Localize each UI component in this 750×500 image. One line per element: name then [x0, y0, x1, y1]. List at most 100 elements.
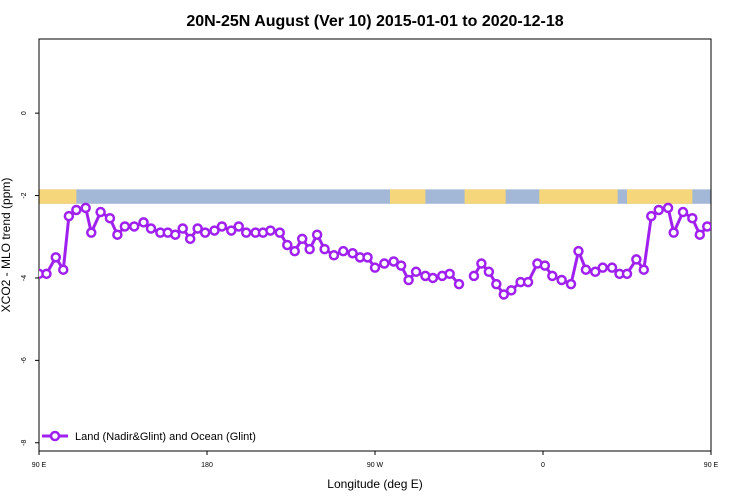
y-tick-label: -8	[21, 440, 28, 446]
data-point	[226, 225, 237, 236]
data-point	[580, 264, 592, 275]
data-point	[379, 258, 390, 269]
data-point	[453, 278, 465, 290]
x-tick-label: 0	[541, 462, 545, 469]
map-band	[39, 189, 711, 204]
data-point	[289, 245, 300, 257]
data-point	[565, 278, 577, 290]
data-point	[95, 206, 106, 218]
plot-frame	[38, 38, 712, 452]
data-point	[556, 274, 567, 286]
data-point	[240, 227, 252, 238]
data-point	[722, 218, 730, 226]
data-point	[444, 268, 455, 280]
data-point	[687, 212, 698, 224]
data-point	[388, 256, 399, 267]
map-land	[389, 189, 426, 204]
map-land	[464, 189, 506, 204]
data-point	[662, 202, 674, 214]
y-tick-label: -2	[21, 192, 28, 198]
legend-label: Land (Nadir&Glint) and Ocean (Glint)	[75, 431, 256, 443]
x-tick-label: 90 W	[367, 462, 384, 469]
chart-title: 20N-25N August (Ver 10) 2015-01-01 to 20…	[186, 13, 563, 30]
data-point	[677, 206, 689, 218]
data-point	[739, 229, 747, 237]
data-point	[112, 229, 123, 240]
data-point	[427, 272, 439, 284]
data-point	[199, 227, 211, 238]
data-point	[395, 260, 407, 271]
legend: Land (Nadir&Glint) and Ocean (Glint)	[42, 430, 256, 443]
data-point	[597, 262, 608, 273]
data-point	[274, 227, 286, 238]
map-land	[539, 189, 618, 204]
data-point	[539, 260, 551, 271]
data-point	[282, 239, 293, 251]
data-point	[58, 264, 69, 275]
series-layer	[39, 202, 750, 300]
data-point	[265, 225, 276, 236]
data-point	[498, 289, 510, 300]
y-axis-label: XCO2 - MLO trend (ppm)	[0, 178, 13, 313]
data-point	[491, 278, 502, 290]
data-point	[410, 266, 422, 278]
x-axis-label: Longitude (deg E)	[327, 477, 422, 491]
data-point	[547, 270, 558, 282]
data-point	[646, 210, 657, 222]
data-point	[311, 229, 323, 240]
data-point	[145, 223, 157, 234]
data-point	[729, 225, 737, 233]
data-point	[192, 223, 203, 234]
data-point	[573, 245, 584, 257]
data-point	[138, 217, 149, 228]
data-point	[119, 221, 131, 232]
data-point	[590, 266, 601, 278]
y-axis: 0 -2 -4 -6 -8	[21, 111, 39, 446]
data-point	[668, 227, 679, 238]
y-tick-label: -4	[21, 275, 28, 281]
data-point	[104, 212, 116, 224]
data-point	[483, 266, 495, 278]
data-point	[476, 258, 487, 269]
data-point	[362, 252, 373, 263]
data-point	[621, 268, 633, 280]
data-point	[86, 227, 97, 238]
data-point	[304, 243, 315, 255]
data-point	[296, 233, 308, 245]
data-point	[746, 229, 750, 237]
data-point	[522, 276, 534, 288]
data-point	[216, 221, 228, 232]
data-point	[41, 268, 52, 280]
data-point	[170, 229, 181, 240]
data-point	[506, 285, 517, 296]
data-point	[80, 202, 91, 214]
data-point	[338, 245, 349, 257]
x-tick-label: 90 E	[704, 462, 719, 469]
data-point	[128, 221, 140, 232]
data-point	[319, 243, 330, 255]
legend-marker	[49, 430, 61, 442]
y-tick-label: 0	[21, 111, 28, 115]
data-point	[468, 270, 480, 282]
data-point	[209, 225, 220, 236]
data-point	[347, 247, 358, 259]
x-axis: 90 E 180 90 W 0 90 E	[32, 451, 719, 469]
data-point	[328, 250, 340, 261]
data-point	[606, 262, 618, 273]
x-tick-label: 90 E	[32, 462, 47, 469]
data-point	[638, 264, 650, 275]
data-point	[713, 222, 721, 230]
map-land	[39, 189, 77, 204]
data-point	[631, 254, 642, 265]
data-point	[694, 229, 706, 240]
data-point	[702, 221, 711, 232]
data-point	[63, 210, 75, 222]
data-point	[177, 223, 188, 234]
data-point	[653, 204, 664, 216]
data-point	[403, 274, 414, 286]
x-tick-label: 180	[201, 462, 213, 469]
data-point	[184, 233, 196, 245]
data-point	[50, 252, 62, 263]
data-point	[71, 204, 82, 216]
